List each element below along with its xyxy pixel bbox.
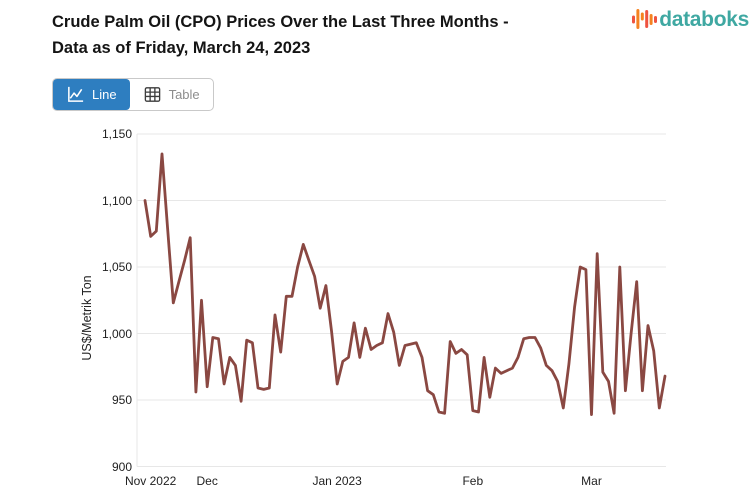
- databoks-logo-text: databoks: [659, 7, 749, 31]
- line-view-button[interactable]: Line: [53, 79, 130, 110]
- x-tick-label: Feb: [462, 474, 484, 488]
- view-toggle: Line Table: [52, 78, 214, 111]
- y-tick-label: 950: [111, 393, 132, 407]
- x-tick-label: Jan 2023: [312, 474, 362, 488]
- page-title: Crude Palm Oil (CPO) Prices Over the Las…: [52, 9, 509, 61]
- y-tick-label: 900: [111, 459, 132, 474]
- price-line-series: [143, 152, 667, 417]
- line-view-label: Line: [92, 87, 117, 102]
- y-tick-label: 1,100: [101, 193, 132, 208]
- x-tick-label: Nov 2022: [124, 474, 177, 488]
- table-view-label: Table: [168, 87, 200, 102]
- table-icon: [144, 87, 160, 102]
- databoks-logo-icon: [632, 9, 658, 29]
- y-tick-label: 1,050: [101, 260, 132, 274]
- title-line-1: Crude Palm Oil (CPO) Prices Over the Las…: [52, 13, 509, 31]
- x-tick-label: Dec: [196, 474, 218, 488]
- y-tick-label: 1,000: [101, 326, 132, 341]
- line-chart-icon: [68, 86, 84, 102]
- title-line-2: Data as of Friday, March 24, 2023: [52, 39, 311, 57]
- y-tick-label: 1,150: [101, 127, 132, 141]
- y-axis-title: US$/Metrik Ton: [80, 275, 94, 361]
- table-view-button[interactable]: Table: [130, 79, 213, 110]
- databoks-logo[interactable]: databoks: [632, 6, 749, 33]
- x-tick-label: Mar: [581, 474, 602, 488]
